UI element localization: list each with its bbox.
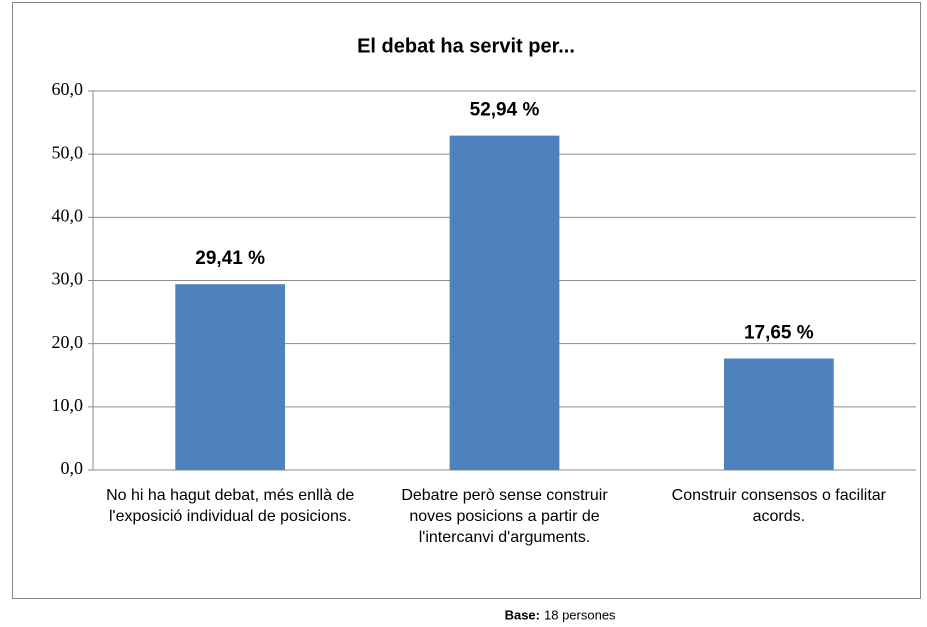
y-tick-label: 30,0 [52, 269, 84, 289]
bar [175, 284, 286, 470]
y-tick-label: 10,0 [52, 395, 84, 415]
chart-title: El debat ha servit per... [357, 35, 575, 57]
x-tick-label: No hi ha hagut debat, més enllà de l'exp… [106, 487, 355, 525]
value-label: 52,94 % [470, 100, 540, 121]
y-tick-label: 0,0 [61, 458, 84, 478]
footnote-text: 18 persones [544, 607, 616, 622]
value-label: 17,65 % [744, 323, 814, 344]
y-tick-label: 40,0 [52, 205, 84, 225]
y-tick-label: 60,0 [52, 79, 84, 99]
bar [449, 135, 560, 470]
bar [723, 358, 834, 470]
x-tick-label: Debatre però sense construir noves posic… [401, 487, 608, 546]
x-tick-label: Construir consensos o facilitar acords. [671, 487, 886, 525]
y-tick-label: 20,0 [52, 332, 84, 352]
footnote-label: Base: [505, 607, 540, 622]
y-tick-label: 50,0 [52, 142, 84, 162]
value-label: 29,41 % [195, 248, 265, 269]
